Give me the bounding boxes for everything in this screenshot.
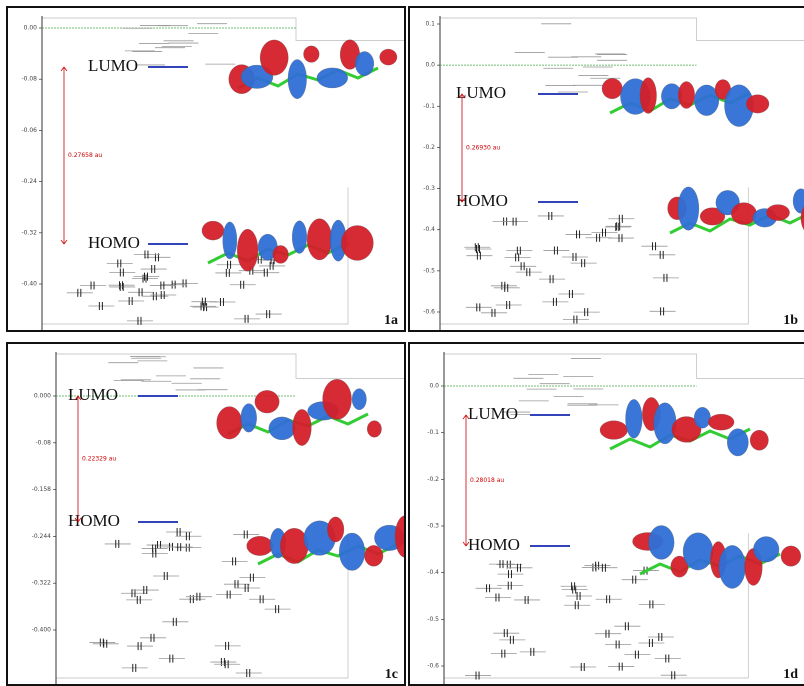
panel-1a: 0.00 -0.08 -0.06 -0.24 -0.32 -0.40 LUMO HOMO 0.2… bbox=[6, 6, 406, 332]
lumo-label: LUMO bbox=[468, 404, 518, 423]
orbital-lobe-red bbox=[237, 229, 258, 271]
gap-label: 0.22329 au bbox=[82, 456, 116, 463]
orbital-lobe-blue bbox=[654, 403, 677, 444]
orbital-lobe-blue bbox=[753, 537, 779, 563]
y-tick-label: -0.5 bbox=[423, 267, 435, 274]
panel-label: 1a bbox=[384, 313, 398, 328]
gap-label: 0.27658 au bbox=[68, 152, 102, 159]
panel-1c: 0.000 -0.08 -0.158 -0.244 -0.322 -0.400 LUMO HO… bbox=[6, 342, 406, 686]
y-tick-label: -0.400 bbox=[32, 627, 52, 634]
orbital-lobe-red bbox=[746, 95, 769, 113]
y-tick-label: -0.322 bbox=[32, 580, 52, 587]
y-tick-label: -0.3 bbox=[427, 523, 439, 530]
orbital-lobe-red bbox=[260, 40, 288, 76]
y-tick-label: -0.32 bbox=[21, 229, 37, 236]
orbital-lobe-red bbox=[323, 379, 352, 419]
orbital-lobe-red bbox=[781, 546, 801, 566]
orbital-lobe-red bbox=[600, 421, 628, 440]
orbital-lobe-red bbox=[766, 205, 789, 221]
orbital-lobe-blue bbox=[355, 52, 374, 76]
orbital-lobe-red bbox=[395, 516, 406, 558]
y-tick-label: -0.2 bbox=[423, 144, 435, 151]
y-tick-label: -0.1 bbox=[427, 429, 439, 436]
y-tick-label: 0.000 bbox=[34, 393, 51, 400]
gap-label: 0.28018 au bbox=[470, 477, 504, 484]
lumo-label: LUMO bbox=[68, 385, 118, 404]
homo-label: HOMO bbox=[456, 191, 508, 210]
orbital-lobe-blue bbox=[694, 407, 710, 428]
orbital-lobe-blue bbox=[223, 222, 237, 259]
homo-label: HOMO bbox=[468, 535, 520, 554]
gap-label: 0.26930 au bbox=[466, 145, 500, 152]
orbital-lobe-blue bbox=[626, 399, 643, 438]
orbital-lobe-blue bbox=[292, 221, 307, 254]
orbital-lobe-red bbox=[307, 219, 332, 260]
lumo-label: LUMO bbox=[456, 83, 506, 102]
orbital-lobe-red bbox=[678, 82, 694, 109]
orbital-lobe-red bbox=[217, 407, 242, 440]
orbital-lobe-red bbox=[247, 536, 273, 555]
orbital-lobe-blue bbox=[288, 59, 307, 98]
panel-label: 1c bbox=[385, 667, 398, 682]
orbital-lobe-red bbox=[327, 517, 344, 542]
y-tick-label: -0.2 bbox=[427, 476, 439, 483]
panel-label: 1b bbox=[783, 313, 798, 328]
orbital-lobe-blue bbox=[678, 187, 699, 230]
orbital-lobe-red bbox=[750, 430, 768, 450]
orbital-lobe-blue bbox=[339, 533, 365, 571]
orbital-lobe-blue bbox=[269, 417, 295, 440]
y-tick-label: -0.4 bbox=[423, 226, 435, 233]
orbital-lobe-red bbox=[364, 545, 383, 566]
orbital-lobe-red bbox=[731, 203, 756, 225]
orbital-lobe-red bbox=[280, 528, 308, 563]
orbital-lobe-blue bbox=[727, 429, 748, 456]
orbital-lobe-red bbox=[602, 78, 622, 98]
panel-1b: 0.1 0.0 -0.1 -0.2 -0.3 -0.4 -0.5 -0.6 LUMO HOMO 0.… bbox=[408, 6, 804, 332]
y-tick-label: -0.1 bbox=[423, 103, 435, 110]
y-tick-label: -0.3 bbox=[423, 185, 435, 192]
panel-label: 1d bbox=[783, 667, 798, 682]
orbital-lobe-red bbox=[255, 390, 279, 413]
y-tick-label: 0.1 bbox=[425, 21, 435, 28]
orbital-lobe-red bbox=[380, 49, 397, 65]
orbital-lobe-blue bbox=[719, 545, 746, 588]
orbital-lobe-blue bbox=[352, 389, 366, 410]
panel-1d: 0.0 -0.1 -0.2 -0.3 -0.4 -0.5 -0.6 LUMO HOMO 0.280… bbox=[408, 342, 804, 686]
plot-frame bbox=[440, 18, 804, 324]
homo-label: HOMO bbox=[68, 511, 120, 530]
orbital-lobe-red bbox=[202, 221, 224, 240]
lumo-label: LUMO bbox=[88, 56, 138, 75]
y-tick-label: -0.40 bbox=[21, 281, 37, 288]
y-tick-label: -0.244 bbox=[32, 533, 52, 540]
y-tick-label: 0.00 bbox=[24, 25, 38, 32]
y-tick-label: -0.08 bbox=[35, 439, 51, 446]
y-tick-label: -0.158 bbox=[32, 486, 52, 493]
y-tick-label: -0.08 bbox=[21, 76, 37, 83]
y-tick-label: -0.6 bbox=[427, 663, 439, 670]
plot-frame bbox=[444, 354, 804, 678]
y-tick-label: -0.6 bbox=[423, 309, 435, 316]
y-tick-label: -0.5 bbox=[427, 616, 439, 623]
orbital-lobe-red bbox=[640, 78, 657, 114]
y-tick-label: -0.06 bbox=[21, 127, 37, 134]
y-tick-label: 0.0 bbox=[429, 383, 439, 390]
homo-label: HOMO bbox=[88, 233, 140, 252]
orbital-lobe-red bbox=[304, 46, 320, 63]
y-tick-label: -0.24 bbox=[21, 178, 37, 185]
y-tick-label: -0.4 bbox=[427, 569, 439, 576]
orbital-lobe-blue bbox=[241, 404, 257, 433]
orbital-lobe-red bbox=[708, 414, 734, 430]
y-tick-label: 0.0 bbox=[425, 62, 435, 69]
orbital-lobe-red bbox=[367, 421, 381, 438]
orbital-lobe-blue bbox=[317, 68, 348, 88]
orbital-lobe-blue bbox=[683, 533, 713, 570]
orbital-lobe-red bbox=[341, 225, 373, 260]
orbital-lobe-red bbox=[273, 245, 289, 263]
orbital-lobe-red bbox=[293, 409, 312, 445]
orbital-lobe-blue bbox=[649, 525, 675, 559]
page: 0.00 -0.08 -0.06 -0.24 -0.32 -0.40 LUMO HOMO 0.2… bbox=[0, 0, 804, 686]
